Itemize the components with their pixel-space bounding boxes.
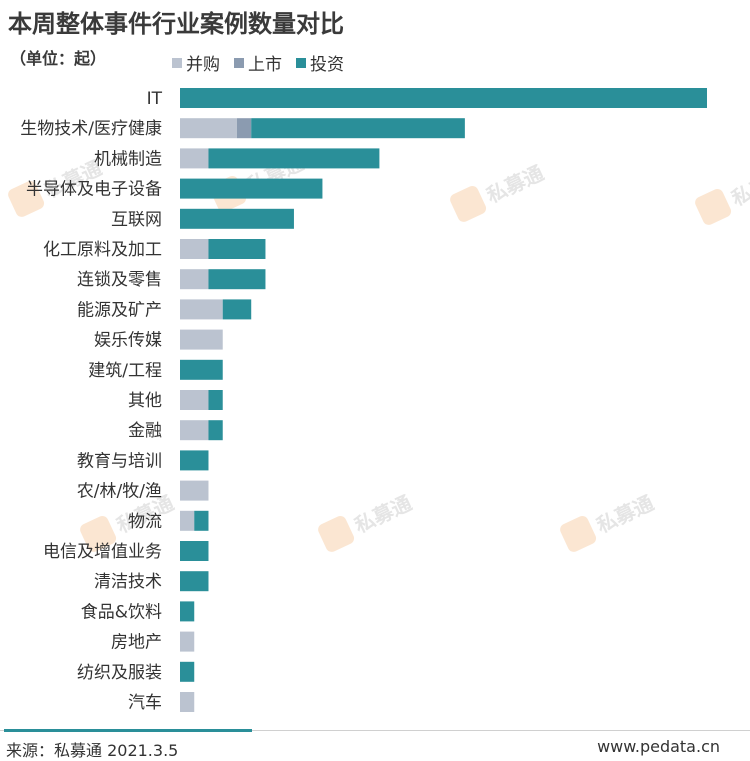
category-labels: IT 生物技术/医疗健康机械制造半导体及电子设备互联网化工原料及加工连锁及零售能源… xyxy=(20,89,162,713)
bar-segment-investment xyxy=(208,148,380,169)
category-label: 房地产 xyxy=(111,633,162,653)
bar-segment-merger xyxy=(180,148,209,169)
bar-segment-investment xyxy=(180,178,323,199)
legend-swatch-merger xyxy=(172,57,182,68)
legend-swatch-investment xyxy=(296,57,306,68)
footer-divider xyxy=(0,730,750,731)
bar-segment-merger xyxy=(180,239,209,259)
website-text: www.pedata.cn xyxy=(597,737,720,756)
bar-segment-investment xyxy=(180,450,209,471)
category-label: 化工原料及加工 xyxy=(43,240,162,260)
category-label: 金融 xyxy=(128,421,162,441)
bar-segment-investment xyxy=(180,88,707,108)
category-label: 纺织及服装 xyxy=(77,663,162,683)
bar-segment-investment xyxy=(208,390,223,410)
bar-segment-investment xyxy=(180,359,223,380)
bar-segment-merger xyxy=(180,390,209,410)
category-label: 互联网 xyxy=(111,210,162,230)
bar-segment-investment xyxy=(208,269,266,290)
legend-label-investment: 投资 xyxy=(310,55,344,75)
bar-segment-investment xyxy=(208,239,266,259)
legend-label-merger: 并购 xyxy=(186,55,220,75)
bar-segment-merger xyxy=(180,631,195,652)
stacked-bar-chart: IT 生物技术/医疗健康机械制造半导体及电子设备互联网化工原料及加工连锁及零售能源… xyxy=(20,88,707,713)
bar-segment-investment xyxy=(251,118,465,139)
bar-segment-merger xyxy=(180,299,223,320)
footer-accent-line xyxy=(4,729,252,732)
unit-label: （单位：起） xyxy=(10,49,107,68)
bar-segment-ipo xyxy=(236,118,252,139)
legend-item-ipo: 上市 xyxy=(234,50,282,75)
category-label: 其他 xyxy=(128,391,162,411)
bar-segment-merger xyxy=(180,269,209,290)
category-label: 机械制造 xyxy=(94,149,162,169)
legend-item-merger: 并购 xyxy=(172,50,220,75)
category-label: 半导体及电子设备 xyxy=(26,180,162,200)
legend: 并购 上市 投资 xyxy=(172,50,358,75)
category-label: 建筑/工程 xyxy=(88,361,162,381)
bar-segment-investment xyxy=(222,299,252,320)
category-label: 娱乐传媒 xyxy=(94,331,162,351)
category-label: 物流 xyxy=(128,512,162,532)
legend-item-investment: 投资 xyxy=(296,50,344,75)
bar-segment-investment xyxy=(180,208,294,229)
bar-segment-investment xyxy=(194,510,209,531)
category-label: 生物技术/医疗健康 xyxy=(20,119,162,139)
legend-label-ipo: 上市 xyxy=(248,55,282,75)
bars xyxy=(180,88,707,712)
bar-segment-merger xyxy=(180,118,237,139)
category-label: 食品&饮料 xyxy=(81,602,162,622)
bar-segment-merger xyxy=(180,692,195,712)
bar-segment-investment xyxy=(180,571,209,592)
bar-segment-merger xyxy=(180,510,195,531)
bar-segment-investment xyxy=(180,661,195,682)
bar-segment-investment xyxy=(208,420,223,441)
category-label: 教育与培训 xyxy=(77,451,162,471)
category-label: 电信及增值业务 xyxy=(43,542,162,562)
bar-segment-investment xyxy=(180,541,209,561)
category-label: 汽车 xyxy=(128,693,162,713)
category-label: 清洁技术 xyxy=(94,572,162,592)
category-label: 连锁及零售 xyxy=(77,270,162,290)
category-label: 农/林/牧/渔 xyxy=(77,482,162,502)
legend-swatch-ipo xyxy=(234,57,244,68)
category-label: 能源及矿产 xyxy=(77,300,162,320)
source-text: 来源：私募通 2021.3.5 xyxy=(6,741,179,760)
bar-segment-merger xyxy=(180,329,223,350)
category-label: IT xyxy=(147,89,163,109)
bar-segment-merger xyxy=(180,420,209,441)
bar-segment-investment xyxy=(180,601,195,622)
chart-title: 本周整体事件行业案例数量对比 xyxy=(8,10,344,38)
bar-segment-merger xyxy=(180,480,209,501)
